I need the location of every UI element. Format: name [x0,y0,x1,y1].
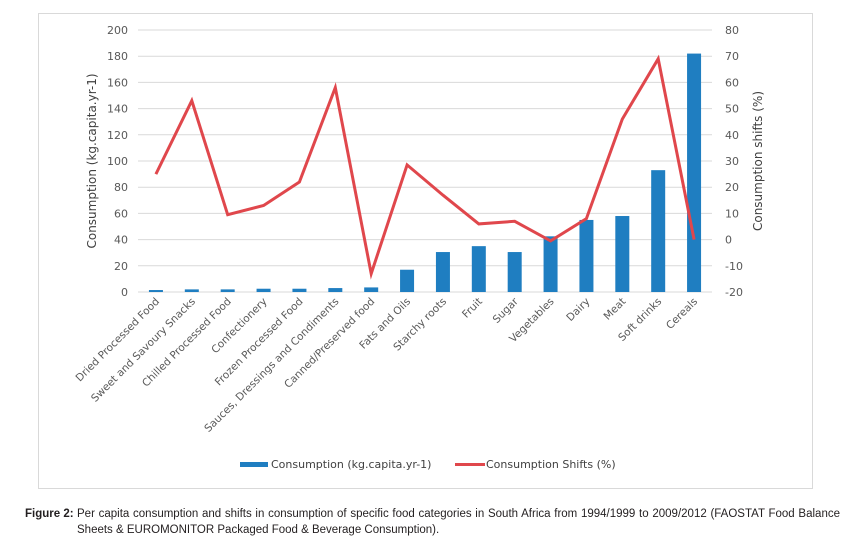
category-label: Dairy [564,296,592,324]
category-label: Sugar [491,295,522,326]
bar [292,288,307,292]
y-tick-label: 160 [107,76,128,89]
y2-tick-label: 50 [725,103,739,116]
category-label: Sauces, Dressings and Condiments [202,296,341,435]
y-tick-label: 120 [107,129,128,142]
y-tick-label: 200 [107,24,128,37]
bar [364,287,379,292]
y-tick-label: 60 [114,207,128,220]
y-tick-label: 40 [114,234,128,247]
y2-tick-label: 20 [725,181,739,194]
bar [256,288,271,292]
bar [507,252,522,292]
figure-caption: Figure 2: Per capita consumption and shi… [25,506,840,538]
bar [328,288,343,292]
y-tick-label: 140 [107,103,128,116]
y2-tick-label: 30 [725,155,739,168]
left-axis-ticks: 0 20 40 60 80 100 120 140 160 180 200 [107,24,128,299]
bar-series [148,53,702,292]
y2-tick-label: 40 [725,129,739,142]
y2-tick-label: 0 [725,234,732,247]
bar [651,170,666,292]
y2-tick-label: 60 [725,76,739,89]
bar [615,216,630,292]
y-tick-label: 0 [121,286,128,299]
bar [435,252,450,292]
y2-axis-title: Consumption shifts (%) [751,91,765,231]
category-label: Fruit [460,296,485,321]
y2-tick-label: -10 [725,260,743,273]
chart-frame [38,13,813,489]
bar [400,269,415,292]
y2-tick-label: 80 [725,24,739,37]
bar [220,289,235,292]
bar [148,290,163,292]
right-axis-ticks: -20 -10 0 10 20 30 40 50 60 70 80 [725,24,743,299]
legend-label-consumption: Consumption (kg.capita.yr-1) [271,458,431,471]
y-tick-label: 20 [114,260,128,273]
y-tick-label: 100 [107,155,128,168]
chart: 0 20 40 60 80 100 120 140 160 180 200 -20 -10 0 10 20 3… [73,24,765,471]
y-tick-label: 80 [114,181,128,194]
bar [184,289,199,292]
category-label: Meat [602,296,629,323]
bar [687,53,702,292]
y-axis-title: Consumption (kg.capita.yr-1) [85,73,99,248]
y2-tick-label: 70 [725,50,739,63]
legend-swatch-consumption [240,462,268,467]
y2-tick-label: -20 [725,286,743,299]
caption-text: Per capita consumption and shifts in con… [77,508,840,536]
legend-label-shifts: Consumption Shifts (%) [486,458,616,471]
bar [543,236,558,292]
line-series [154,54,696,280]
y-tick-label: 180 [107,50,128,63]
caption-label: Figure 2: [25,508,74,520]
shift-line [154,54,696,280]
y2-tick-label: 10 [725,207,739,220]
legend: Consumption (kg.capita.yr-1) Consumption… [240,458,616,471]
bar [579,219,594,292]
bar [471,246,486,292]
category-label: Cereals [664,296,700,332]
